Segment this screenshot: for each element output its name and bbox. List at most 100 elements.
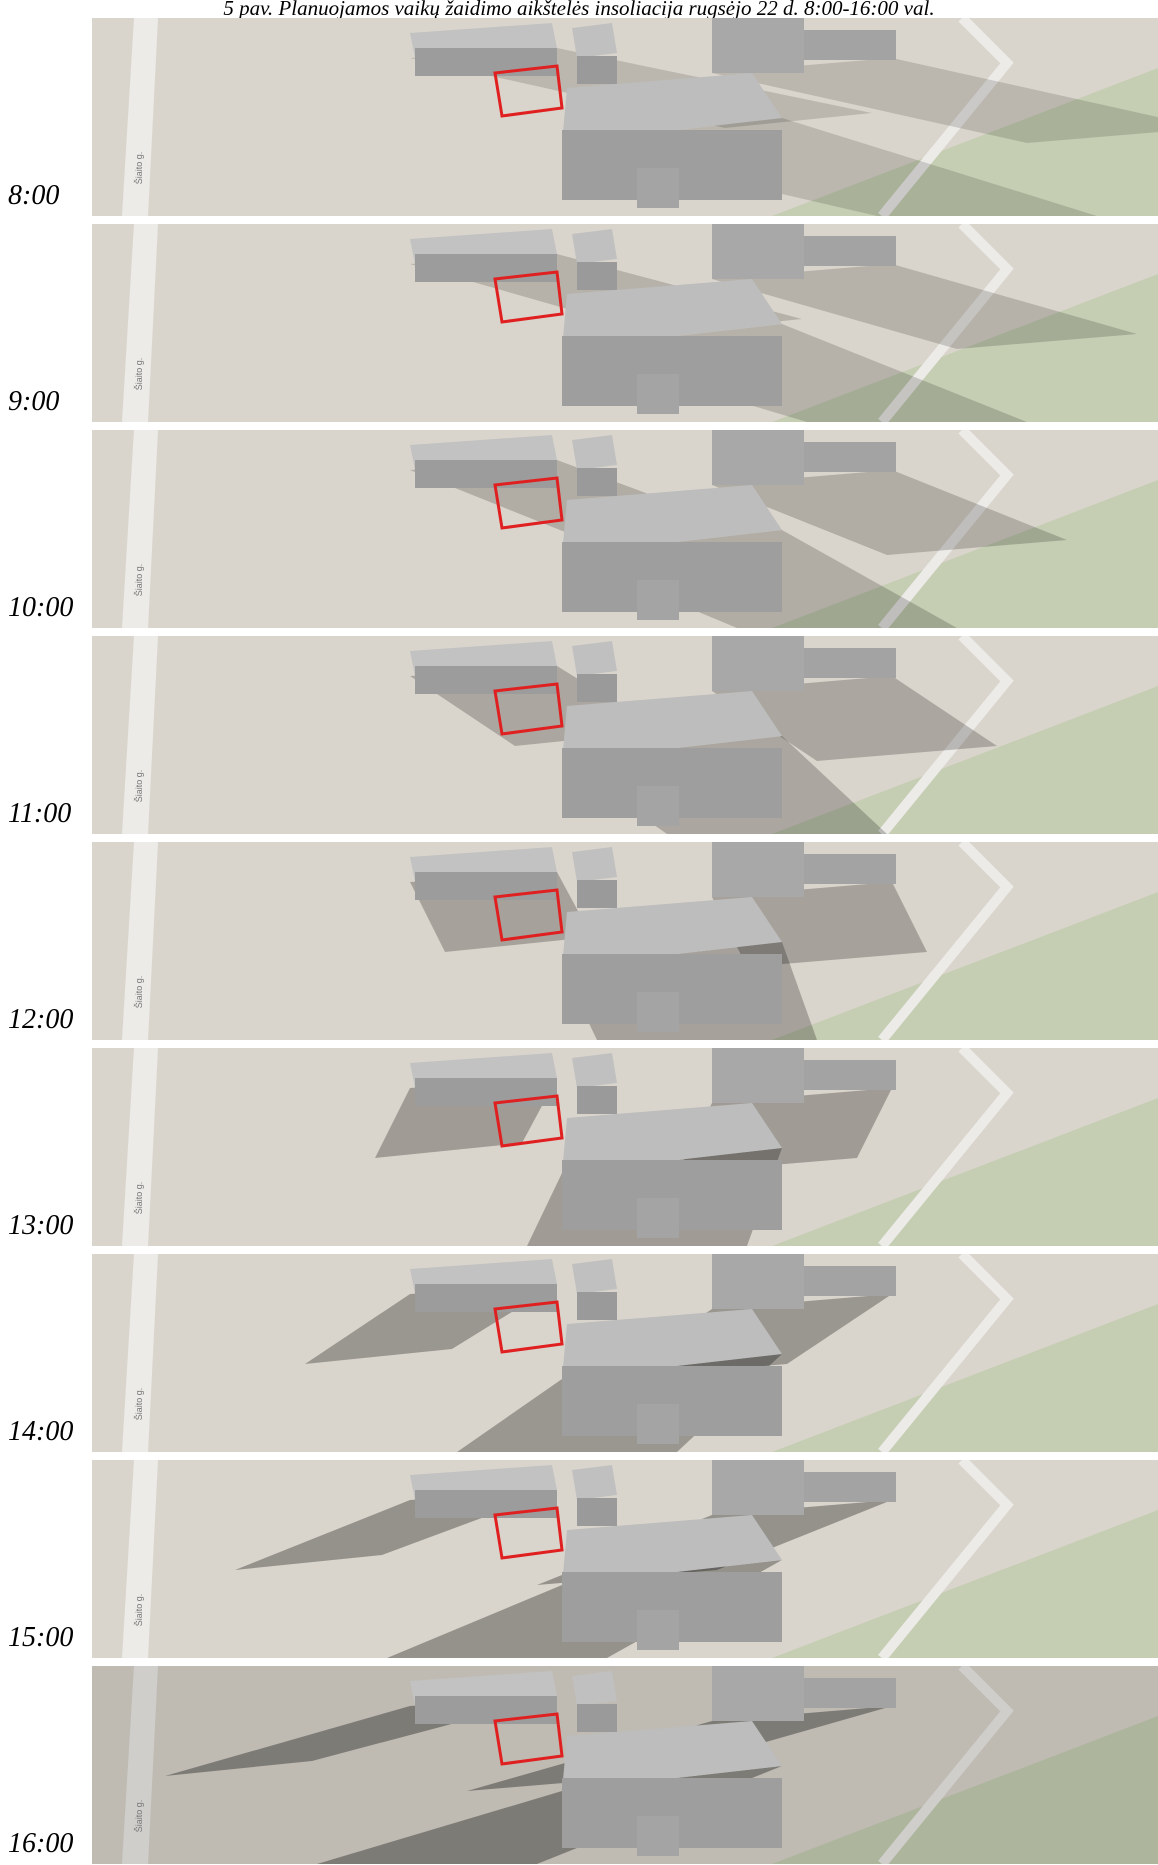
street-label: Šiaito g. [134, 1388, 144, 1421]
street [122, 224, 158, 422]
shadow [712, 676, 997, 761]
playground-outline [493, 64, 564, 118]
wall [415, 666, 557, 694]
road-curve [878, 430, 1014, 628]
green-area [772, 686, 1158, 834]
wall [712, 18, 804, 73]
road-curve [878, 224, 1014, 422]
time-label: 11:00 [8, 798, 72, 829]
map-panel: Šiaito g. [92, 1048, 1158, 1246]
green-area [772, 480, 1158, 628]
map-panel: Šiaito g. [92, 1666, 1158, 1864]
roof [572, 435, 617, 470]
time-label: 16:00 [8, 1828, 74, 1859]
wall [712, 1666, 804, 1721]
wall [577, 674, 617, 702]
playground-outline [493, 476, 564, 530]
time-label: 8:00 [8, 180, 60, 211]
wall [804, 30, 896, 60]
roof [562, 691, 782, 761]
wall [712, 1048, 804, 1103]
wall [577, 1292, 617, 1320]
wall [415, 48, 557, 76]
wall [804, 1472, 896, 1502]
wall [804, 442, 896, 472]
wall [804, 1678, 896, 1708]
playground-outline [493, 682, 564, 736]
street [122, 636, 158, 834]
wall [712, 842, 804, 897]
road-curve [878, 1666, 1014, 1864]
wall [637, 1404, 679, 1444]
roof [562, 73, 782, 143]
map-panel: Šiaito g. [92, 1254, 1158, 1452]
street-label: Šiaito g. [134, 1800, 144, 1833]
roof [572, 641, 617, 676]
wall [637, 992, 679, 1032]
wall [577, 1704, 617, 1732]
wall [415, 1696, 557, 1724]
wall [415, 1078, 557, 1106]
road-curve [878, 636, 1014, 834]
map-panel: Šiaito g. [92, 224, 1158, 422]
green-area [772, 1304, 1158, 1452]
roof [572, 1259, 617, 1294]
street [122, 842, 158, 1040]
roof [572, 229, 617, 264]
wall [415, 460, 557, 488]
playground-outline [493, 270, 564, 324]
wall [637, 374, 679, 414]
street [122, 18, 158, 216]
time-label: 13:00 [8, 1210, 74, 1241]
playground-outline [493, 1712, 564, 1766]
time-label: 10:00 [8, 592, 74, 623]
wall [577, 880, 617, 908]
roof [572, 23, 617, 58]
roof [562, 1103, 782, 1173]
time-label: 9:00 [8, 386, 60, 417]
wall [804, 1266, 896, 1296]
road-curve [878, 1460, 1014, 1658]
street-label: Šiaito g. [134, 358, 144, 391]
wall [804, 236, 896, 266]
wall [415, 872, 557, 900]
time-label: 14:00 [8, 1416, 74, 1447]
wall [577, 56, 617, 84]
roof [562, 897, 782, 967]
wall [637, 580, 679, 620]
street-label: Šiaito g. [134, 770, 144, 803]
street-label: Šiaito g. [134, 564, 144, 597]
street [122, 1048, 158, 1246]
wall [804, 648, 896, 678]
green-area [772, 68, 1158, 216]
green-area [772, 1098, 1158, 1246]
map-panel: Šiaito g. [92, 430, 1158, 628]
wall [415, 1284, 557, 1312]
street [122, 1460, 158, 1658]
wall [804, 1060, 896, 1090]
roof [572, 847, 617, 882]
map-panel: Šiaito g. [92, 842, 1158, 1040]
roof [572, 1465, 617, 1500]
roof [562, 1721, 782, 1791]
wall [415, 1490, 557, 1518]
time-label: 15:00 [8, 1622, 74, 1653]
wall [712, 224, 804, 279]
green-area [772, 274, 1158, 422]
wall [637, 1816, 679, 1856]
green-area [772, 1510, 1158, 1658]
street [122, 1254, 158, 1452]
wall [712, 1254, 804, 1309]
green-area [772, 892, 1158, 1040]
wall [637, 786, 679, 826]
street-label: Šiaito g. [134, 976, 144, 1009]
road-curve [878, 1254, 1014, 1452]
road-curve [878, 1048, 1014, 1246]
playground-outline [493, 1094, 564, 1148]
street-label: Šiaito g. [134, 1594, 144, 1627]
map-panel: Šiaito g. [92, 636, 1158, 834]
wall [712, 636, 804, 691]
shadow [712, 470, 1067, 555]
map-panel: Šiaito g. [92, 1460, 1158, 1658]
